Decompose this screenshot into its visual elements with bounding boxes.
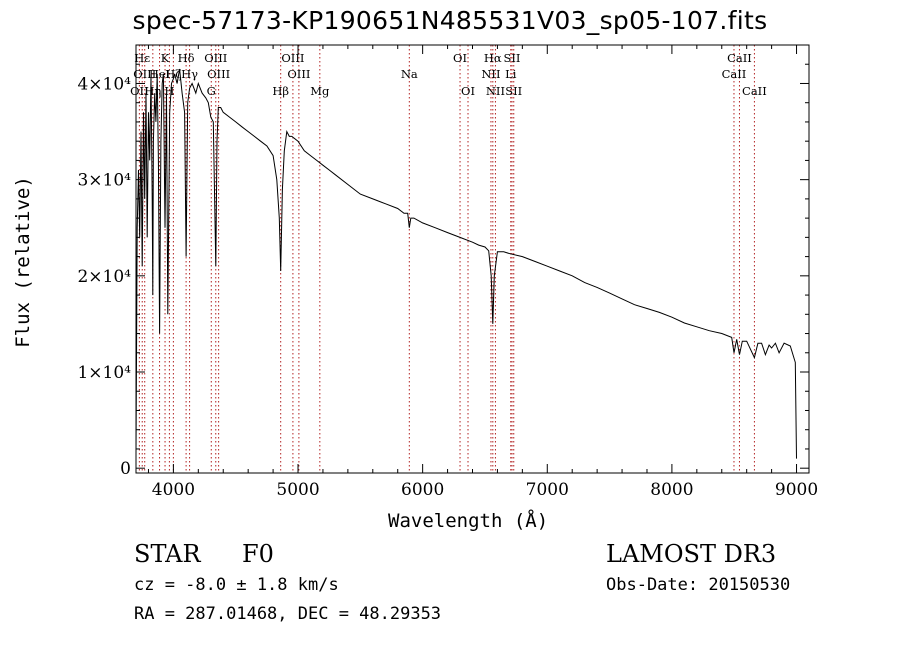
axis-ticks: 4000 5000 6000 7000 8000 9000 0 1×10⁴ 2×10⁴ 3×10⁴… bbox=[77, 45, 818, 500]
spectrum-series-line bbox=[135, 68, 797, 459]
line-label-26: CaII bbox=[722, 67, 747, 81]
redshift-velocity: cz = -8.0 ± 1.8 km/s bbox=[134, 575, 339, 595]
line-label-1: Hε bbox=[134, 51, 150, 65]
line-label-3: Hη bbox=[144, 84, 161, 98]
line-label-24: SII bbox=[504, 51, 521, 65]
object-subclass: F0 bbox=[242, 540, 274, 568]
y-tick-label-0: 0 bbox=[120, 459, 131, 479]
object-class: STAR bbox=[134, 540, 201, 568]
line-label-13: Hβ bbox=[272, 84, 289, 98]
x-tick-label-0: 4000 bbox=[152, 480, 195, 500]
line-label-16: Mg bbox=[310, 84, 330, 98]
observation-date: Obs-Date: 20150530 bbox=[606, 575, 791, 595]
line-label-0: OII bbox=[130, 84, 149, 98]
emission-line-markers bbox=[138, 45, 755, 473]
line-label-8: Hδ bbox=[178, 51, 195, 65]
line-label-9: Hγ bbox=[181, 67, 198, 81]
line-label-6: H bbox=[164, 84, 174, 98]
x-tick-label-5: 9000 bbox=[775, 480, 818, 500]
x-axis-label: Wavelength (Å) bbox=[388, 510, 549, 532]
line-label-15: OIII bbox=[287, 67, 310, 81]
line-label-5: K bbox=[161, 51, 170, 65]
x-tick-label-1: 5000 bbox=[276, 480, 319, 500]
x-tick-label-3: 7000 bbox=[526, 480, 569, 500]
x-tick-label-4: 8000 bbox=[650, 480, 693, 500]
line-label-23: Li bbox=[505, 67, 517, 81]
line-label-14: OIII bbox=[281, 51, 304, 65]
survey-name: LAMOST DR3 bbox=[606, 540, 777, 568]
line-label-7: Hζ bbox=[165, 67, 181, 81]
line-label-17: Na bbox=[401, 67, 418, 81]
line-label-11: OIII bbox=[204, 51, 227, 65]
line-label-18: OI bbox=[453, 51, 467, 65]
y-axis-label: Flux (relative) bbox=[12, 176, 34, 348]
line-label-4: HeI bbox=[149, 67, 170, 81]
plot-frame bbox=[135, 44, 810, 474]
line-label-19: OI bbox=[461, 84, 475, 98]
y-tick-label-4: 4×10⁴ bbox=[77, 74, 131, 94]
line-label-12: OIII bbox=[207, 67, 230, 81]
y-tick-label-2: 2×10⁴ bbox=[77, 267, 131, 287]
line-label-20: NII bbox=[481, 67, 500, 81]
line-label-10: G bbox=[207, 84, 216, 98]
line-label-27: CaII bbox=[727, 51, 752, 65]
ra-dec-coordinates: RA = 287.01468, DEC = 48.29353 bbox=[134, 604, 442, 624]
chart-title: spec-57173-KP190651N485531V03_sp05-107.f… bbox=[132, 6, 768, 35]
line-label-22: NII bbox=[486, 84, 505, 98]
line-label-28: CaII bbox=[742, 84, 767, 98]
y-tick-label-1: 1×10⁴ bbox=[77, 363, 131, 383]
y-tick-label-3: 3×10⁴ bbox=[77, 171, 131, 191]
emission-line-labels: OIIHεOIIIHηHeIKHHζHδHγGOIIIOIIIHβOIIIOII… bbox=[130, 51, 767, 98]
x-tick-label-2: 6000 bbox=[401, 480, 444, 500]
line-label-25: SII bbox=[505, 84, 522, 98]
line-label-21: Hα bbox=[484, 51, 502, 65]
